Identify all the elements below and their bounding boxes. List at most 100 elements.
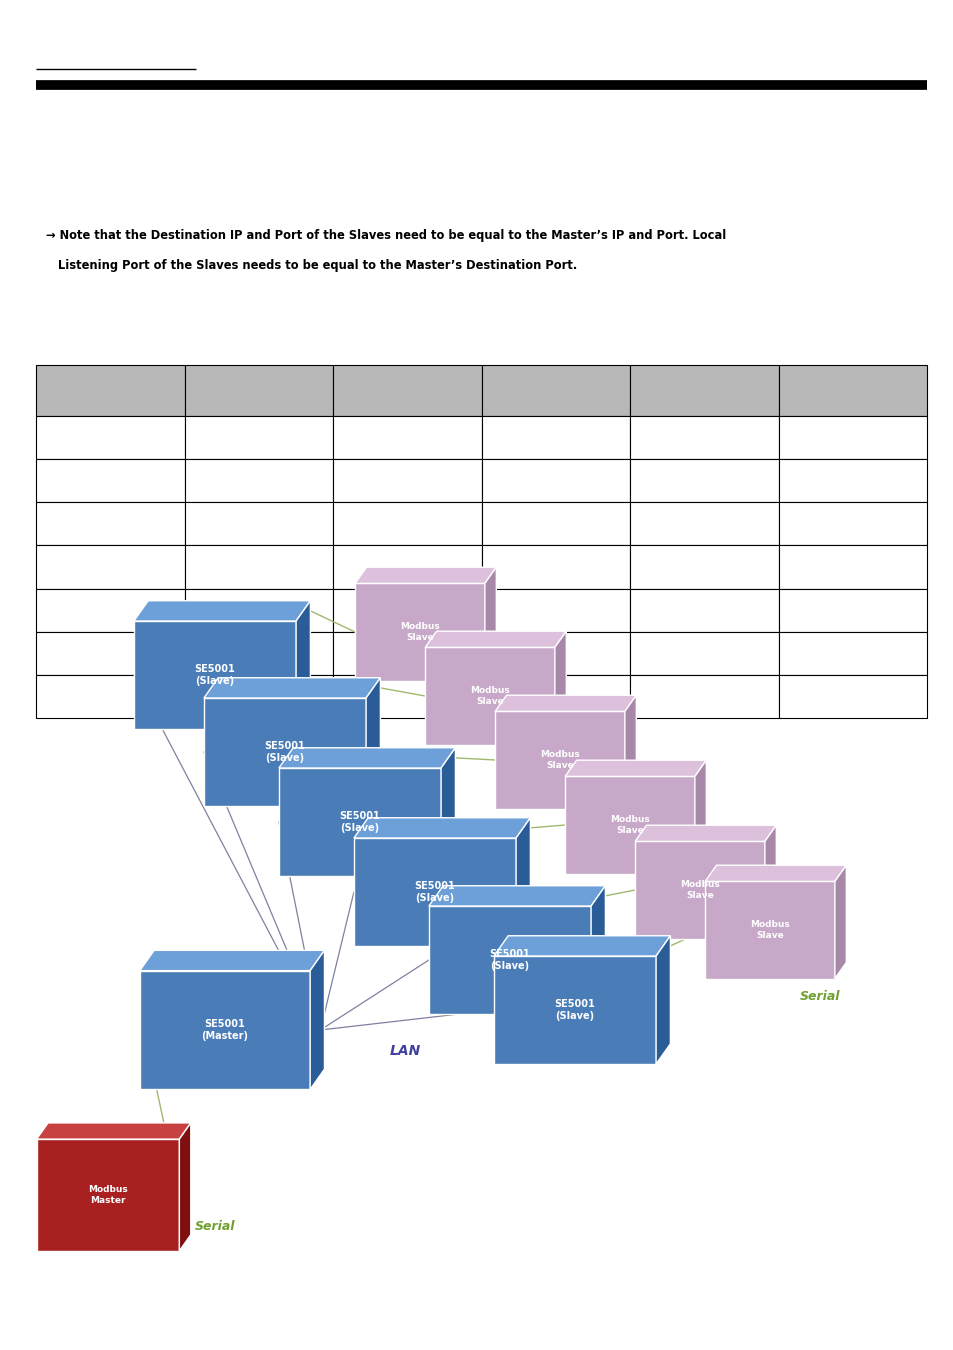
Text: Modbus
Slave: Modbus Slave (679, 880, 720, 899)
Polygon shape (355, 567, 496, 583)
Polygon shape (564, 760, 705, 776)
Bar (36, 545, 185, 589)
Polygon shape (204, 698, 366, 806)
Polygon shape (179, 1123, 191, 1251)
Bar (185, 416, 333, 459)
Bar (185, 364, 333, 416)
Bar (36, 632, 185, 675)
Polygon shape (36, 1123, 191, 1139)
Polygon shape (440, 748, 455, 876)
Bar (630, 364, 778, 416)
Polygon shape (140, 950, 324, 971)
Text: Modbus
Slave: Modbus Slave (470, 686, 509, 706)
Bar (36, 675, 185, 718)
Polygon shape (425, 648, 555, 745)
Bar (333, 632, 481, 675)
Text: Modbus
Master: Modbus Master (88, 1185, 128, 1204)
Bar (36, 502, 185, 545)
Polygon shape (704, 882, 834, 979)
Polygon shape (429, 906, 591, 1014)
Bar (185, 545, 333, 589)
Polygon shape (555, 632, 566, 745)
Polygon shape (495, 711, 624, 809)
Polygon shape (429, 886, 605, 906)
Bar (630, 416, 778, 459)
Bar (333, 364, 481, 416)
Polygon shape (694, 760, 705, 873)
Text: Modbus
Slave: Modbus Slave (749, 921, 789, 940)
Polygon shape (204, 678, 380, 698)
Text: SE5001
(Slave): SE5001 (Slave) (339, 811, 380, 833)
Bar (481, 416, 630, 459)
Bar (778, 589, 926, 632)
Bar (481, 675, 630, 718)
Polygon shape (591, 886, 605, 1014)
Bar (185, 502, 333, 545)
Bar (778, 364, 926, 416)
Polygon shape (355, 583, 484, 680)
Bar (333, 675, 481, 718)
Bar (333, 589, 481, 632)
Polygon shape (834, 865, 845, 979)
Polygon shape (764, 825, 776, 938)
Text: Modbus
Slave: Modbus Slave (539, 751, 579, 769)
Polygon shape (278, 768, 440, 876)
Bar (630, 459, 778, 502)
Polygon shape (704, 865, 845, 882)
Polygon shape (354, 818, 530, 838)
Polygon shape (133, 601, 310, 621)
Text: SE5001
(Master): SE5001 (Master) (201, 1019, 248, 1041)
Bar (630, 589, 778, 632)
Polygon shape (495, 695, 636, 711)
Bar (778, 545, 926, 589)
Polygon shape (484, 567, 496, 680)
Bar (185, 675, 333, 718)
Polygon shape (656, 936, 670, 1064)
Bar (185, 632, 333, 675)
Bar (185, 459, 333, 502)
Polygon shape (494, 936, 670, 956)
Polygon shape (366, 678, 380, 806)
Bar (481, 545, 630, 589)
Polygon shape (516, 818, 530, 946)
Polygon shape (564, 776, 694, 873)
Bar (778, 632, 926, 675)
Bar (778, 416, 926, 459)
Bar (778, 675, 926, 718)
Bar (778, 502, 926, 545)
Text: → Note that the Destination IP and Port of the Slaves need to be equal to the Ma: → Note that the Destination IP and Port … (46, 230, 725, 243)
Text: SE5001
(Slave): SE5001 (Slave) (264, 741, 305, 763)
Bar (36, 416, 185, 459)
Bar (481, 364, 630, 416)
Bar (185, 589, 333, 632)
Bar (333, 545, 481, 589)
Text: SE5001
(Slave): SE5001 (Slave) (489, 949, 530, 971)
Text: Listening Port of the Slaves needs to be equal to the Master’s Destination Port.: Listening Port of the Slaves needs to be… (46, 259, 577, 273)
Polygon shape (36, 1139, 179, 1251)
Polygon shape (635, 841, 764, 938)
Text: Serial: Serial (194, 1220, 235, 1233)
Polygon shape (354, 838, 516, 946)
Bar (778, 459, 926, 502)
Polygon shape (635, 825, 776, 841)
Text: Serial: Serial (800, 990, 840, 1003)
Bar (481, 459, 630, 502)
Text: SE5001
(Slave): SE5001 (Slave) (554, 999, 595, 1021)
Bar (36, 589, 185, 632)
Text: SE5001
(Slave): SE5001 (Slave) (194, 664, 235, 686)
Polygon shape (624, 695, 636, 809)
Bar (481, 502, 630, 545)
Polygon shape (133, 621, 295, 729)
Text: LAN: LAN (390, 1044, 421, 1058)
Text: SE5001
(Slave): SE5001 (Slave) (415, 882, 455, 903)
Polygon shape (140, 971, 310, 1089)
Bar (333, 502, 481, 545)
Bar (630, 675, 778, 718)
Polygon shape (425, 632, 566, 648)
Bar (630, 632, 778, 675)
Bar (333, 416, 481, 459)
Polygon shape (278, 748, 455, 768)
Bar (630, 545, 778, 589)
Bar (36, 459, 185, 502)
Polygon shape (295, 601, 310, 729)
